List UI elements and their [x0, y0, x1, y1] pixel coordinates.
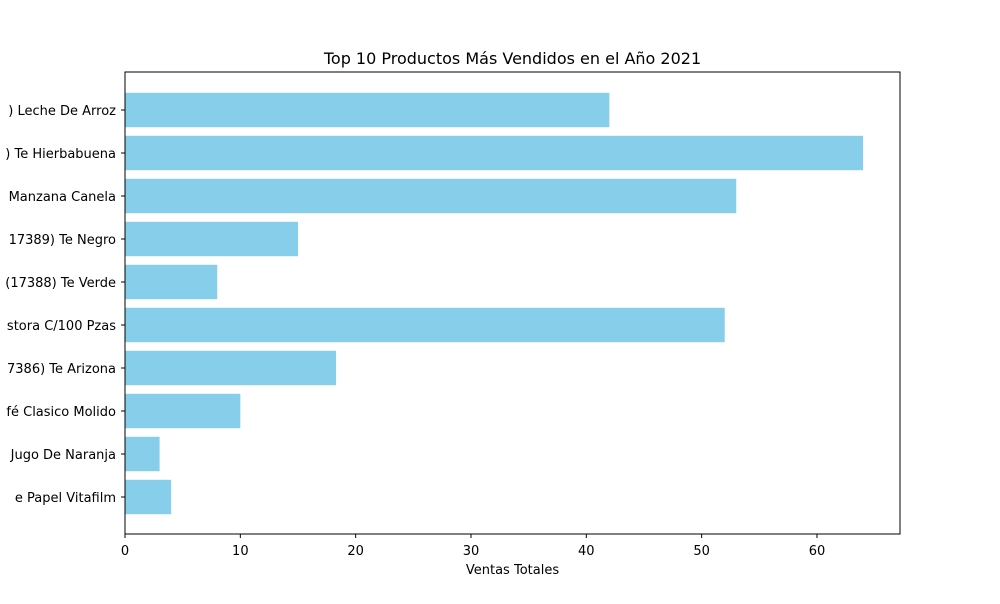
x-axis-ticks: 0 10 20 30 40 50 60 — [121, 534, 825, 559]
y-tick-label: e Papel Vitafilm — [15, 491, 116, 506]
y-tick-label: fé Clasico Molido — [6, 405, 116, 420]
y-axis-ticks: ) Leche De Arroz ) Te Hierbabuena Manzana … — [5, 104, 125, 506]
x-tick-label: 20 — [347, 544, 364, 559]
y-tick-label: stora C/100 Pzas — [7, 319, 116, 334]
bar-9 — [125, 436, 160, 472]
bar-8 — [125, 393, 241, 429]
bar-1 — [125, 92, 610, 128]
bars-layer — [125, 92, 864, 515]
chart-title: Top 10 Productos Más Vendidos en el Año … — [323, 49, 701, 68]
bar-5 — [125, 264, 218, 300]
x-tick-label: 10 — [232, 544, 249, 559]
y-tick-label: ) Leche De Arroz — [8, 104, 116, 119]
bar-3 — [125, 178, 737, 214]
bar-6 — [125, 307, 725, 343]
x-axis-label: Ventas Totales — [466, 563, 559, 578]
bar-7 — [125, 350, 337, 386]
y-tick-label: 17389) Te Negro — [9, 233, 116, 248]
x-tick-label: 30 — [463, 544, 480, 559]
x-tick-label: 60 — [809, 544, 826, 559]
bar-10 — [125, 479, 172, 515]
y-tick-label: ) Te Hierbabuena — [5, 147, 116, 162]
x-tick-label: 0 — [121, 544, 129, 559]
x-tick-label: 50 — [693, 544, 710, 559]
x-tick-label: 40 — [578, 544, 595, 559]
y-tick-label: Jugo De Naranja — [10, 448, 116, 463]
y-tick-label: Manzana Canela — [9, 190, 116, 205]
bar-4 — [125, 221, 298, 257]
bar-2 — [125, 135, 864, 171]
y-tick-label: 7386) Te Arizona — [7, 362, 116, 377]
y-tick-label: (17388) Te Verde — [5, 276, 116, 291]
plot-frame — [124, 71, 901, 535]
